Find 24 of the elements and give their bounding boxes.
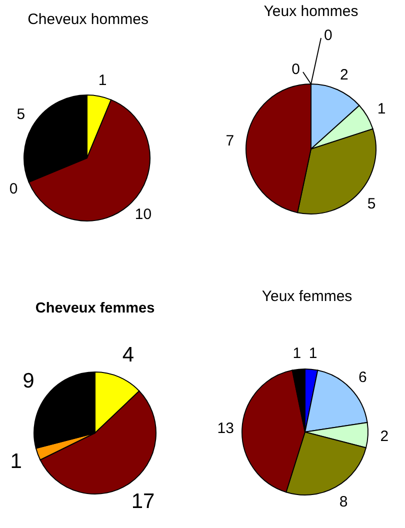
chart-title: Yeux hommes bbox=[264, 3, 358, 20]
data-label: 5 bbox=[367, 196, 376, 213]
chart-title: Cheveux hommes bbox=[28, 11, 148, 28]
data-label: 1 bbox=[292, 344, 302, 362]
data-label: 10 bbox=[134, 206, 152, 224]
data-label: 2 bbox=[380, 428, 389, 446]
text: 0 bbox=[9, 180, 18, 198]
data-label: 7 bbox=[226, 132, 234, 150]
text: 0 bbox=[292, 61, 300, 78]
data-label: 6 bbox=[358, 369, 367, 386]
data-label: 1 bbox=[10, 450, 22, 474]
data-label: 2 bbox=[340, 66, 348, 84]
data-label: 5 bbox=[16, 106, 26, 123]
data-label: 1 bbox=[308, 344, 318, 362]
chart-title: Cheveux femmes bbox=[35, 300, 155, 316]
data-label: 1 bbox=[98, 72, 107, 90]
data-label: 9 bbox=[22, 370, 34, 393]
data-label: 8 bbox=[339, 494, 348, 511]
text: 0 bbox=[324, 27, 332, 44]
data-label: 1 bbox=[377, 100, 386, 118]
data-label: 4 bbox=[122, 344, 134, 367]
data-label: 13 bbox=[217, 420, 234, 437]
data-label: 17 bbox=[131, 490, 155, 514]
chart-title: Yeux femmes bbox=[262, 288, 352, 305]
